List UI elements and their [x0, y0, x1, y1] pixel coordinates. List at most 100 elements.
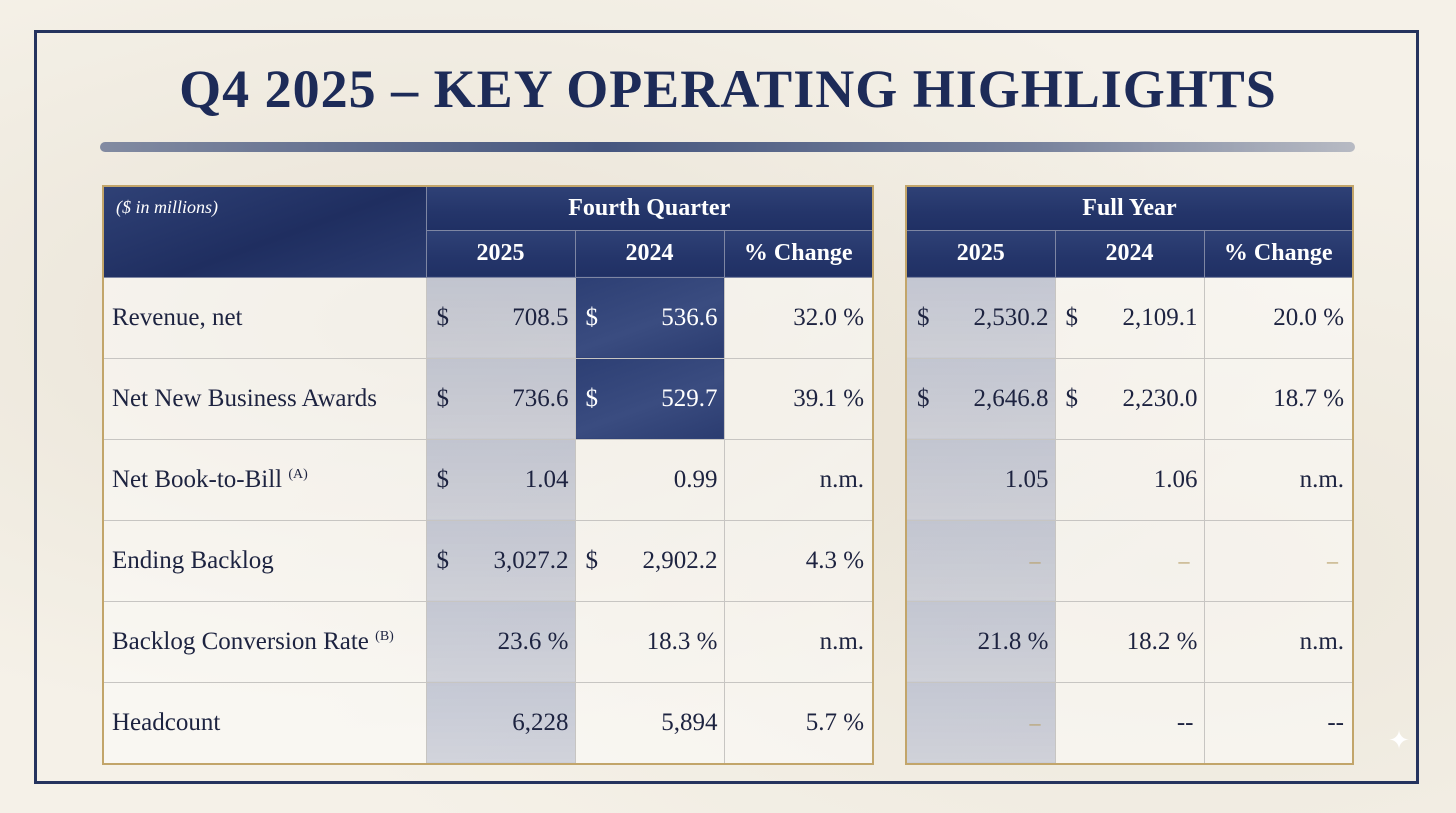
cell-value: 536.6 — [661, 303, 718, 331]
q-change-cell: 4.3 % — [723, 519, 874, 602]
fy-2025-cell: 1.05 — [905, 438, 1056, 521]
page-frame — [34, 30, 1419, 784]
table-row: 1.05 1.06 n.m. — [905, 438, 1354, 521]
currency-symbol: $ — [585, 546, 599, 574]
q-2024-cell: $536.6 — [574, 276, 725, 359]
currency-symbol: $ — [436, 384, 450, 412]
row-label-text: Backlog Conversion Rate — [112, 627, 369, 655]
cell-value: 1.04 — [524, 465, 569, 493]
cell-value: 529.7 — [661, 384, 718, 412]
table-row: Revenue, net $708.5 $536.6 32.0 % — [102, 276, 874, 359]
table-row: – – – — [905, 519, 1354, 602]
fy-2025-cell: – — [905, 519, 1056, 602]
fy-2024-cell: $2,230.0 — [1054, 357, 1205, 440]
currency-symbol: $ — [436, 303, 450, 331]
fy-col-change-header: % Change — [1203, 229, 1354, 278]
row-label: Ending Backlog — [102, 519, 427, 602]
cell-value: 23.6 % — [497, 627, 569, 655]
row-label: Net Book-to-Bill (A) — [102, 438, 427, 521]
row-label: Backlog Conversion Rate (B) — [102, 600, 427, 683]
q-col-change-header: % Change — [723, 229, 874, 278]
fourth-quarter-column-header-row: 2025 2024 % Change — [103, 229, 874, 278]
cell-value: 5,894 — [661, 708, 718, 736]
currency-symbol: $ — [436, 465, 450, 493]
title-underline — [100, 142, 1355, 152]
cell-value: -- — [1176, 708, 1194, 736]
q-2025-cell: $736.6 — [425, 357, 576, 440]
sparkle-icon: ✦ — [1388, 726, 1410, 756]
table-row: Backlog Conversion Rate (B) 23.6 % 18.3 % n… — [102, 600, 874, 683]
cell-value: 1.05 — [1004, 465, 1049, 493]
q-2024-cell: $2,902.2 — [574, 519, 725, 602]
q-change-cell: 5.7 % — [723, 681, 874, 764]
full-year-group-label: Full Year — [905, 185, 1354, 231]
q-2025-cell: $3,027.2 — [425, 519, 576, 602]
fourth-quarter-table: ($ in millions) Fourth Quarter 2025 2024… — [102, 185, 875, 765]
q-2025-cell: 6,228 — [425, 681, 576, 764]
fy-change-cell: n.m. — [1203, 600, 1354, 683]
q-col-2024-header: 2024 — [574, 229, 725, 278]
q-2024-cell: 18.3 % — [574, 600, 725, 683]
cell-value: 18.3 % — [646, 627, 718, 655]
row-label-text: Revenue, net — [112, 303, 243, 331]
fy-2025-cell: $2,530.2 — [905, 276, 1056, 359]
fy-col-2025-header: 2025 — [905, 229, 1056, 278]
q-change-cell: 32.0 % — [723, 276, 874, 359]
q-change-cell: n.m. — [723, 438, 874, 521]
q-2025-cell: 23.6 % — [425, 600, 576, 683]
q-change-cell: 39.1 % — [723, 357, 874, 440]
cell-value: 6,228 — [512, 708, 569, 736]
fy-2024-cell: – — [1054, 519, 1205, 602]
row-label-text: Headcount — [112, 708, 221, 736]
full-year-column-header-row: 2025 2024 % Change — [905, 229, 1354, 278]
cell-value: 2,109.1 — [1122, 303, 1198, 331]
cell-value: 1.06 — [1153, 465, 1198, 493]
footnote-marker: (A) — [288, 466, 308, 482]
table-row: Ending Backlog $3,027.2 $2,902.2 4.3 % — [102, 519, 874, 602]
q-2024-cell: $529.7 — [574, 357, 725, 440]
fy-2024-cell: 1.06 — [1054, 438, 1205, 521]
fy-2025-cell: $2,646.8 — [905, 357, 1056, 440]
table-row: Headcount 6,228 5,894 5.7 % — [102, 681, 874, 764]
q-2025-cell: $708.5 — [425, 276, 576, 359]
cell-value: 21.8 % — [977, 627, 1049, 655]
table-row: $2,530.2 $2,109.1 20.0 % — [905, 276, 1354, 359]
row-label-text: Net New Business Awards — [112, 384, 378, 412]
cell-value: 0.99 — [673, 465, 718, 493]
row-label-text: Ending Backlog — [112, 546, 274, 574]
cell-value: – — [1178, 547, 1190, 573]
q-2025-cell: $1.04 — [425, 438, 576, 521]
fourth-quarter-group-label: Fourth Quarter — [425, 185, 874, 231]
row-label: Net New Business Awards — [102, 357, 427, 440]
cell-value: – — [1029, 547, 1041, 573]
cell-value: 2,530.2 — [973, 303, 1049, 331]
fy-change-cell: 18.7 % — [1203, 357, 1354, 440]
table-row: Net Book-to-Bill (A) $1.04 0.99 n.m. — [102, 438, 874, 521]
full-year-table: Full Year 2025 2024 % Change $2,530.2 $2,… — [905, 185, 1355, 765]
table-row: $2,646.8 $2,230.0 18.7 % — [905, 357, 1354, 440]
page-title: Q4 2025 – KEY OPERATING HIGHLIGHTS — [179, 59, 1277, 119]
fy-2025-cell: 21.8 % — [905, 600, 1056, 683]
fy-2024-cell: $2,109.1 — [1054, 276, 1205, 359]
q-col-2025-header: 2025 — [425, 229, 576, 278]
fy-change-cell: – — [1203, 519, 1354, 602]
cell-value: 2,646.8 — [973, 384, 1049, 412]
cell-value: 736.6 — [512, 384, 569, 412]
row-label: Revenue, net — [102, 276, 427, 359]
fy-change-cell: 20.0 % — [1203, 276, 1354, 359]
fy-2025-cell: – — [905, 681, 1056, 764]
currency-symbol: $ — [917, 303, 930, 331]
units-note: ($ in millions) — [102, 185, 427, 278]
currency-symbol: $ — [436, 546, 450, 574]
footnote-marker: (B) — [375, 628, 394, 644]
currency-symbol: $ — [1065, 303, 1079, 331]
table-row: Net New Business Awards $736.6 $529.7 39.1 … — [102, 357, 874, 440]
fy-col-2024-header: 2024 — [1054, 229, 1205, 278]
q-2024-cell: 5,894 — [574, 681, 725, 764]
cell-value: – — [1029, 709, 1041, 735]
fy-2024-cell: 18.2 % — [1054, 600, 1205, 683]
row-label: Headcount — [102, 681, 427, 764]
currency-symbol: $ — [917, 384, 930, 412]
cell-value: 18.2 % — [1126, 627, 1198, 655]
full-year-group-header-row: Full Year — [905, 185, 1354, 231]
